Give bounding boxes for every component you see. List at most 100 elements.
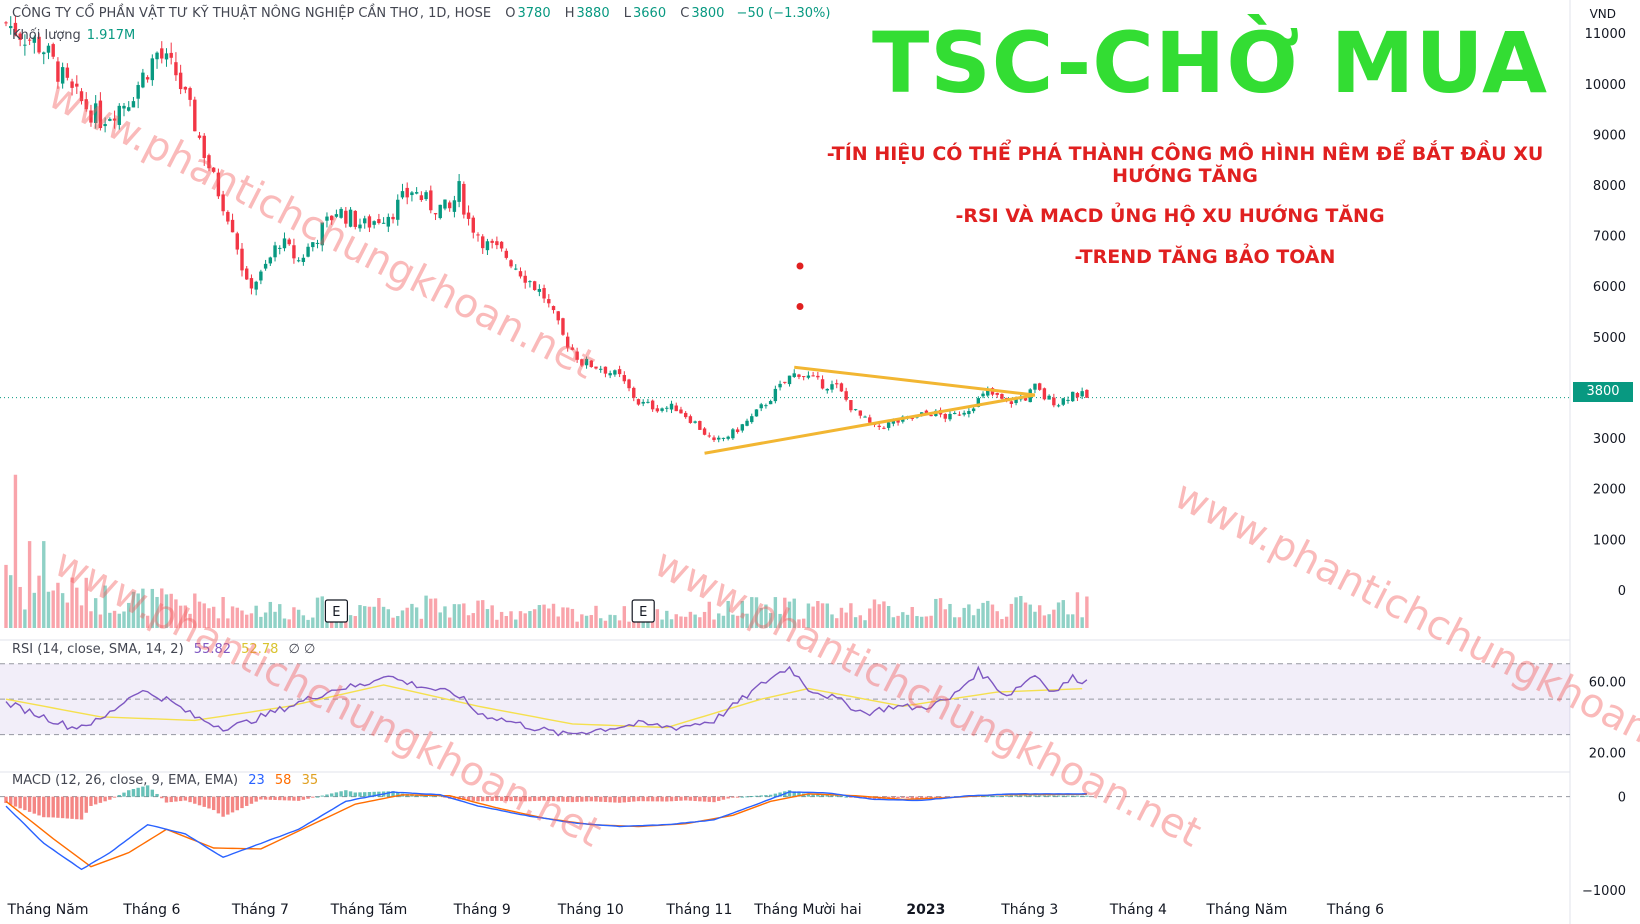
candle-body [197, 135, 202, 138]
candle-body [27, 39, 32, 41]
candle-body [306, 246, 310, 257]
macd-hist-bar [9, 796, 13, 805]
candle-body [372, 221, 376, 225]
candle-body [499, 241, 504, 249]
volume-bar [37, 575, 41, 628]
macd-hist-bar [311, 796, 315, 798]
macd-hist-bar [792, 791, 796, 797]
candle-body [414, 192, 419, 194]
macd-hist-bar [89, 796, 93, 806]
macd-hist-bar [1056, 795, 1061, 797]
candle-body [320, 222, 324, 246]
candle-body [622, 375, 627, 382]
macd-hist-bar [127, 790, 131, 797]
macd-hist-bar [617, 796, 622, 803]
macd-hist-bar [216, 796, 221, 814]
wedge-upper-line [794, 365, 1036, 397]
price-tick-label: 3000 [1593, 432, 1626, 447]
macd-hist-bar [141, 786, 145, 797]
volume-bar [542, 604, 546, 628]
time-tick-label: Tháng 11 [665, 902, 732, 918]
volume-bar [962, 607, 966, 628]
candle-body [122, 105, 126, 109]
candle-body [89, 110, 93, 123]
candle-body [953, 412, 957, 415]
candle-body [943, 413, 947, 419]
volume-bar [537, 605, 542, 628]
volume-bar [1019, 595, 1023, 628]
macd-hist-bar [32, 796, 37, 814]
price-tick-label: 10000 [1585, 78, 1626, 93]
candle-body [650, 400, 655, 410]
volume-bar [1085, 596, 1089, 628]
candle-body [296, 260, 301, 262]
volume-bar [910, 606, 914, 628]
macd-hist-bar [518, 796, 523, 802]
candle-body [42, 52, 46, 55]
volume-bar [188, 613, 192, 628]
candle-body [481, 236, 485, 249]
macd-hist-bar [259, 796, 263, 800]
candle-body [433, 213, 438, 215]
macd-hist-bar [636, 796, 641, 802]
candle-body [353, 210, 357, 227]
macd-hist-bar [919, 796, 924, 800]
candle-body [329, 215, 334, 221]
candle-body [325, 216, 329, 221]
macd-hist-bar [721, 796, 726, 800]
volume-bar [783, 597, 787, 628]
volume-bar [235, 607, 239, 628]
volume-bar [296, 609, 301, 628]
rsi-line [5, 665, 1088, 737]
macd-hist-bar [820, 794, 825, 797]
candle-body [339, 208, 343, 218]
candle-body [485, 241, 490, 251]
candle-body [783, 381, 787, 383]
volume-bar [447, 617, 452, 628]
volume-bar [731, 614, 735, 628]
volume-bar [414, 607, 419, 628]
volume-bar [603, 620, 608, 628]
candle-body [1071, 391, 1075, 402]
macd-hist-bar [570, 796, 575, 803]
volume-bar [683, 616, 688, 628]
macd-hist-bar [301, 796, 306, 800]
candle-body [363, 218, 367, 224]
macd-hist-bar [594, 796, 598, 802]
candle-body [886, 422, 891, 428]
macd-hist-bar [627, 796, 631, 802]
candle-body [702, 428, 707, 435]
note-3: -TREND TĂNG BẢO TOÀN [1074, 246, 1336, 268]
candle-body [60, 67, 65, 84]
time-tick-label: Tháng 9 [453, 902, 511, 918]
marker-dot [796, 302, 804, 310]
volume-bar [56, 582, 60, 628]
time-tick-label: Tháng Mười hai [753, 902, 861, 918]
volume-bar [145, 615, 150, 628]
volume-bar [929, 615, 933, 628]
rsi-pane [0, 663, 1570, 737]
candle-body [141, 72, 145, 88]
volume-bar [1071, 614, 1075, 628]
rsi-header: RSI (14, close, SMA, 14, 2) 55.82 52.78 … [12, 642, 316, 657]
volume-bars [4, 474, 1089, 628]
candle-body [344, 210, 348, 224]
candle-body [292, 245, 296, 259]
macd-hist-bar [268, 796, 273, 800]
candle-body [594, 366, 598, 369]
macd-hist-bar [329, 793, 334, 797]
macd-hist-bar [1037, 795, 1042, 797]
candle-body [282, 238, 287, 249]
macd-hist-bar [674, 796, 678, 801]
macd-hist-bar [665, 796, 669, 802]
macd-hist-bar [787, 790, 792, 797]
macd-hist-bar [202, 796, 206, 807]
candle-body [608, 373, 612, 376]
macd-hist-bar [60, 796, 65, 819]
candle-body [193, 99, 197, 132]
candle-body [405, 187, 409, 198]
volume-bar [263, 612, 268, 628]
macd-hist-bar [938, 796, 943, 798]
macd-hist-bar [13, 796, 18, 807]
